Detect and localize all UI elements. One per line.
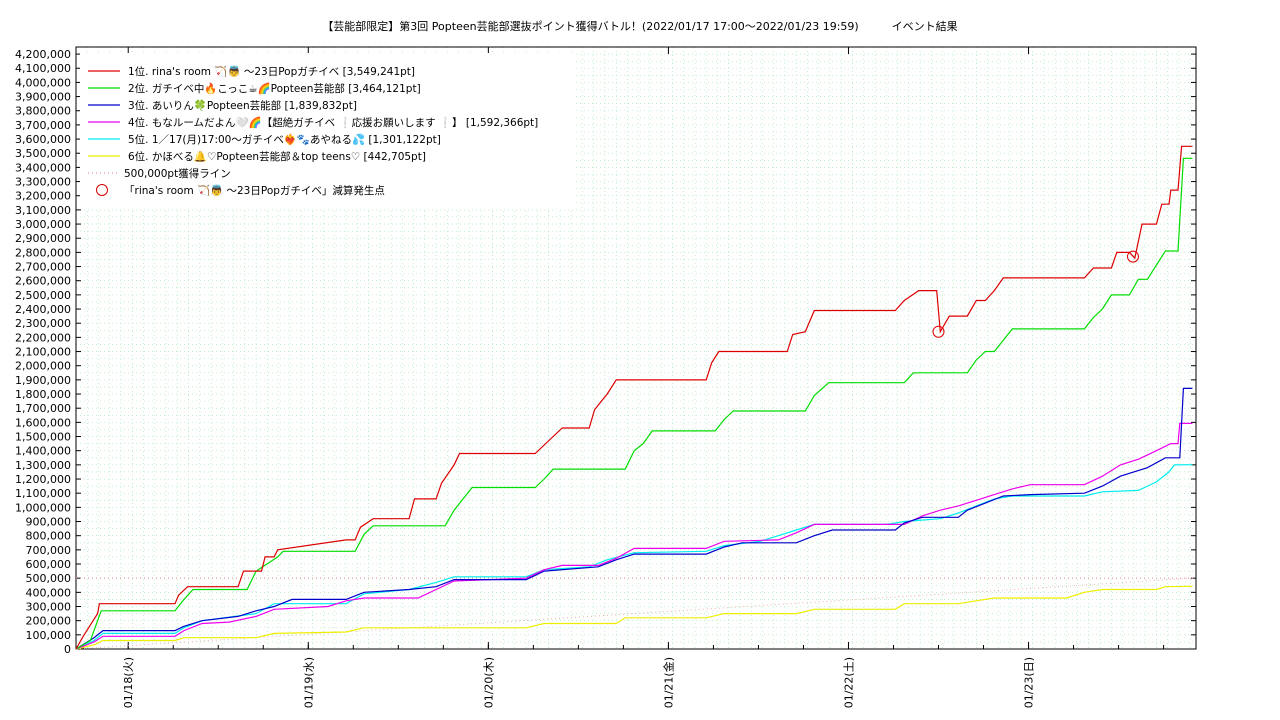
- y-tick-label: 700,000: [26, 544, 72, 557]
- y-tick-label: 300,000: [26, 601, 72, 614]
- y-tick-label: 2,000,000: [15, 360, 71, 373]
- y-tick-label: 2,600,000: [15, 275, 71, 288]
- y-tick-label: 4,200,000: [15, 48, 71, 61]
- legend-box: [80, 53, 574, 209]
- y-tick-label: 200,000: [26, 615, 72, 628]
- y-tick-label: 100,000: [26, 629, 72, 642]
- legend-label-6: 6位. かほべる🔔♡Popteen芸能部＆top teens♡ [442,705…: [128, 150, 426, 163]
- series-line-2: [75, 157, 1193, 650]
- y-tick-label: 500,000: [26, 572, 72, 585]
- x-tick-label: 01/21(金): [661, 657, 675, 708]
- y-tick-label: 1,200,000: [15, 473, 71, 486]
- y-tick-label: 3,500,000: [15, 147, 71, 160]
- y-tick-label: 4,000,000: [15, 76, 71, 89]
- y-tick-label: 2,400,000: [15, 303, 71, 316]
- legend-label-2: 2位. ガチイベ中🔥こっこ☕🌈Popteen芸能部 [3,464,121pt]: [128, 82, 421, 95]
- series-line-1: [75, 145, 1193, 650]
- series-line-5: [75, 464, 1193, 650]
- x-tick-label: 01/20(木): [482, 657, 495, 708]
- y-tick-label: 1,300,000: [15, 459, 71, 472]
- y-tick-label: 3,400,000: [15, 161, 71, 174]
- y-tick-label: 3,900,000: [15, 91, 71, 104]
- y-tick-label: 3,700,000: [15, 119, 71, 132]
- y-tick-label: 1,900,000: [15, 374, 71, 387]
- y-tick-label: 1,400,000: [15, 445, 71, 458]
- legend-label-5: 5位. 1／17(月)17:00〜ガチイベ❤‍🔥🐾あやねる💦 [1,301,12…: [128, 132, 441, 146]
- y-tick-label: 1,000,000: [15, 501, 71, 514]
- y-tick-label: 600,000: [26, 558, 72, 571]
- x-tick-label: 01/19(水): [302, 657, 315, 708]
- legend-swatch-marker: [96, 184, 108, 196]
- y-tick-label: 3,200,000: [15, 190, 71, 203]
- y-tick-label: 2,800,000: [15, 246, 71, 259]
- y-tick-label: 2,900,000: [15, 232, 71, 245]
- y-tick-label: 3,600,000: [15, 133, 71, 146]
- y-tick-label: 3,100,000: [15, 204, 71, 217]
- y-tick-label: 4,100,000: [15, 62, 71, 75]
- x-tick-label: 01/22(土): [842, 657, 855, 708]
- y-tick-label: 2,200,000: [15, 331, 71, 344]
- y-tick-label: 2,500,000: [15, 289, 71, 302]
- y-tick-label: 0: [64, 643, 71, 656]
- y-tick-label: 1,100,000: [15, 487, 71, 500]
- y-tick-label: 3,000,000: [15, 218, 71, 231]
- y-tick-label: 2,300,000: [15, 317, 71, 330]
- x-tick-label: 01/18(火): [122, 657, 135, 708]
- legend-label-marker: 「rina's room 🏹👼 〜23日Popガチイベ」減算発生点: [124, 184, 385, 197]
- legend-label-3: 3位. あいりん🍀Popteen芸能部 [1,839,832pt]: [128, 99, 357, 112]
- series-line-4: [75, 422, 1193, 650]
- y-tick-label: 1,800,000: [15, 388, 71, 401]
- y-tick-label: 3,300,000: [15, 176, 71, 189]
- pace-line: [75, 577, 1193, 650]
- deduction-marker: [932, 325, 945, 338]
- y-tick-label: 800,000: [26, 530, 72, 543]
- chart-title: 【芸能部限定】第3回 Popteen芸能部選抜ポイント獲得バトル！(2022/0…: [322, 20, 958, 33]
- series-line-3: [75, 387, 1193, 650]
- series-line-6: [75, 585, 1193, 650]
- y-tick-label: 1,700,000: [15, 402, 71, 415]
- y-tick-label: 1,600,000: [15, 416, 71, 429]
- x-tick-label: 01/23(日): [1023, 657, 1036, 708]
- y-tick-label: 900,000: [26, 516, 72, 529]
- plot-frame: [75, 46, 1197, 650]
- deduction-marker: [1126, 250, 1139, 263]
- legend-label-reference: 500,000pt獲得ライン: [124, 167, 231, 180]
- y-tick-label: 1,500,000: [15, 431, 71, 444]
- y-tick-label: 3,800,000: [15, 105, 71, 118]
- y-tick-label: 2,100,000: [15, 346, 71, 359]
- legend-label-4: 4位. もなルームだよん🤍🌈【超絶ガチイベ ❕応援お願いします ❕】 [1,59…: [128, 116, 538, 129]
- y-tick-label: 2,700,000: [15, 261, 71, 274]
- y-tick-label: 400,000: [26, 586, 72, 599]
- legend-label-1: 1位. rina's room 🏹👼 〜23日Popガチイベ [3,549,24…: [128, 65, 415, 78]
